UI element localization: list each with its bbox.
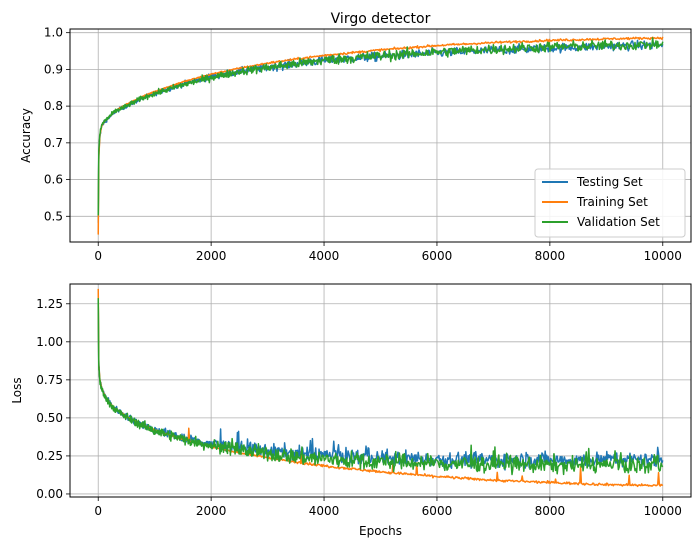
accuracy-axes-frame bbox=[69, 28, 692, 243]
loss-y-axis-label: Loss bbox=[10, 377, 24, 403]
x-tick-label: 4000 bbox=[309, 249, 340, 263]
y-tick-label: 0.6 bbox=[44, 173, 63, 187]
y-tick-label: 0.8 bbox=[44, 99, 63, 113]
accuracy-y-axis-label: Accuracy bbox=[19, 108, 33, 163]
series-line-validation-set bbox=[97, 298, 664, 476]
y-tick-label: 0.50 bbox=[36, 411, 63, 425]
loss-axes-frame bbox=[69, 283, 692, 498]
loss-subplot: 0 2000 4000 6000 8000 10000 0.00 0.25 0.50 0.75 1… bbox=[10, 283, 692, 538]
legend: Testing Set Training Set Validation Set bbox=[534, 168, 686, 238]
loss-grid bbox=[70, 284, 691, 497]
loss-series bbox=[97, 288, 664, 488]
x-tick-label: 6000 bbox=[422, 504, 453, 518]
y-tick-label: 0.7 bbox=[44, 136, 63, 150]
x-tick-label: 6000 bbox=[422, 249, 453, 263]
x-tick-label: 10000 bbox=[644, 504, 682, 518]
legend-entry: Training Set bbox=[576, 195, 648, 209]
series-line-validation-set bbox=[97, 37, 664, 216]
legend-box bbox=[534, 168, 686, 238]
legend-entry: Testing Set bbox=[576, 175, 643, 189]
y-tick-label: 1.0 bbox=[44, 26, 63, 40]
y-tick-label: 0.00 bbox=[36, 487, 63, 501]
x-tick-label: 2000 bbox=[196, 249, 227, 263]
x-axis-label: Epochs bbox=[359, 524, 402, 538]
x-tick-label: 2000 bbox=[196, 504, 227, 518]
x-tick-label: 10000 bbox=[644, 249, 682, 263]
x-tick-label: 4000 bbox=[309, 504, 340, 518]
y-tick-label: 0.75 bbox=[36, 373, 63, 387]
x-tick-label: 8000 bbox=[535, 249, 566, 263]
y-tick-label: 1.00 bbox=[36, 335, 63, 349]
accuracy-series bbox=[97, 36, 664, 235]
y-tick-label: 0.9 bbox=[44, 62, 63, 76]
accuracy-subplot: Virgo detector 0 2000 4000 6000 8000 10000 0.… bbox=[19, 11, 692, 263]
legend-entry: Validation Set bbox=[577, 215, 660, 229]
chart-title: Virgo detector bbox=[331, 11, 431, 27]
y-tick-label: 0.25 bbox=[36, 449, 63, 463]
accuracy-x-ticks: 0 2000 4000 6000 8000 10000 bbox=[94, 242, 682, 263]
loss-y-ticks: 0.00 0.25 0.50 0.75 1.00 1.25 bbox=[36, 297, 70, 501]
y-tick-label: 0.5 bbox=[44, 209, 63, 223]
y-tick-label: 1.25 bbox=[36, 297, 63, 311]
series-line-training-set bbox=[97, 36, 664, 235]
accuracy-y-ticks: 0.5 0.6 0.7 0.8 0.9 1.0 bbox=[44, 26, 70, 223]
loss-x-ticks: 0 2000 4000 6000 8000 10000 bbox=[94, 497, 682, 518]
x-tick-label: 8000 bbox=[535, 504, 566, 518]
x-tick-label: 0 bbox=[94, 249, 102, 263]
x-tick-label: 0 bbox=[94, 504, 102, 518]
